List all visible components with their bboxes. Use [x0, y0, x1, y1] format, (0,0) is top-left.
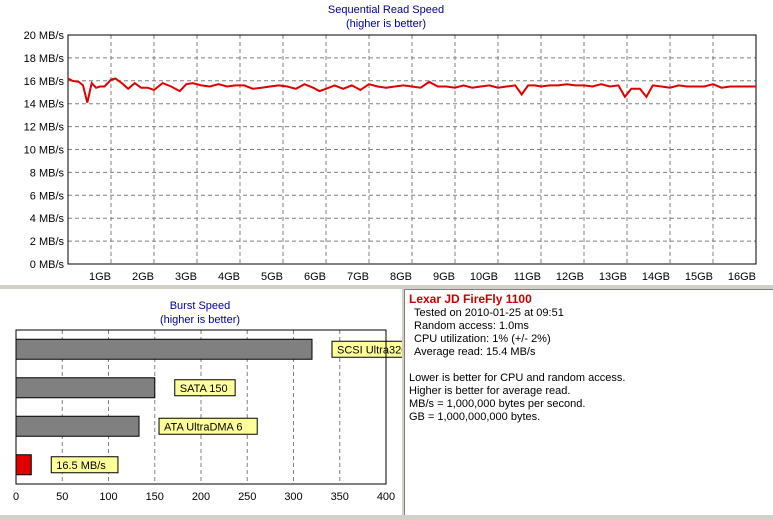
x-tick-label: 6GB [304, 271, 326, 283]
note-line: Lower is better for CPU and random acces… [409, 372, 626, 384]
x-tick-label: 11GB [514, 271, 541, 283]
x-tick-label: 15GB [685, 271, 713, 283]
x-tick-label: 250 [238, 491, 256, 503]
burst-speed-chart: Burst Speed (higher is better) SCSI Ultr… [13, 300, 425, 503]
x-tick-label: 0 [13, 491, 19, 503]
info-panel: Lexar JD FireFly 1100 Tested on 2010-01-… [404, 289, 773, 515]
y-tick-label: 18 MB/s [24, 53, 65, 65]
bar-label: SCSI Ultra320 [337, 344, 402, 356]
y-tick-label: 6 MB/s [30, 190, 65, 202]
x-tick-label: 2GB [132, 271, 154, 283]
y-tick-label: 0 MB/s [30, 259, 65, 271]
bar [15, 454, 32, 476]
bar-label: SATA 150 [180, 383, 228, 395]
bar-label-box [50, 456, 119, 474]
bar-label: ATA UltraDMA 6 [164, 421, 242, 433]
x-tick-label: 300 [284, 491, 302, 503]
x-tick-label: 200 [192, 491, 210, 503]
device-name: Lexar JD FireFly 1100 [409, 292, 532, 306]
x-tick-label: 9GB [433, 271, 455, 283]
x-tick-label: 150 [146, 491, 164, 503]
y-tick-label: 8 MB/s [30, 167, 65, 179]
x-tick-label: 350 [331, 491, 349, 503]
bar-label-box [158, 417, 258, 435]
plot-border [15, 329, 387, 485]
plot-border [67, 34, 757, 265]
sequential-read-panel: Sequential Read Speed (higher is better)… [0, 0, 773, 285]
y-tick-label: 16 MB/s [24, 76, 65, 88]
y-axis-ticks: 0 MB/s 2 MB/s 4 MB/s 6 MB/s 8 MB/s 10 MB/s 12 … [24, 30, 65, 271]
bar-label-box [174, 379, 236, 397]
y-tick-label: 2 MB/s [30, 236, 65, 248]
average-read: Average read: 15.4 MB/s [414, 346, 536, 358]
x-tick-label: 5GB [261, 271, 283, 283]
x-tick-label: 14GB [642, 271, 670, 283]
x-tick-label: 10GB [470, 271, 498, 283]
y-tick-label: 14 MB/s [24, 99, 65, 111]
x-tick-label: 16GB [728, 271, 756, 283]
y-tick-label: 4 MB/s [30, 213, 65, 225]
note-line: MB/s = 1,000,000 bytes per second. [409, 398, 586, 410]
x-tick-label: 50 [56, 491, 68, 503]
note-line: GB = 1,000,000,000 bytes. [409, 411, 541, 423]
note-line: Higher is better for average read. [409, 385, 571, 397]
chart-title: Burst Speed [170, 300, 231, 312]
y-tick-label: 10 MB/s [24, 145, 65, 157]
x-tick-label: 8GB [390, 271, 412, 283]
y-tick-label: 12 MB/s [24, 122, 65, 134]
y-tick-label: 20 MB/s [24, 30, 65, 42]
chart-title: Sequential Read Speed [328, 4, 444, 16]
bar-label: 16.5 MB/s [56, 460, 106, 472]
x-tick-label: 3GB [175, 271, 197, 283]
bar [15, 377, 156, 399]
bars: SCSI Ultra320 SATA 150 ATA UltraDMA 6 16.5 … [15, 338, 425, 476]
bar [15, 415, 140, 437]
chart-subtitle: (higher is better) [346, 18, 426, 30]
chart-subtitle: (higher is better) [160, 314, 240, 326]
sequential-read-chart: Sequential Read Speed (higher is better)… [24, 4, 757, 283]
x-tick-label: 1GB [89, 271, 111, 283]
x-tick-label: 13GB [599, 271, 627, 283]
x-axis-ticks: 1GB 2GB 3GB 4GB 5GB 6GB 7GB 8GB 9GB 10GB 11GB 12GB 1… [89, 271, 756, 283]
x-tick-label: 7GB [347, 271, 369, 283]
grid [68, 35, 756, 264]
x-tick-label: 400 [377, 491, 395, 503]
tested-on: Tested on 2010-01-25 at 09:51 [414, 307, 564, 319]
cpu-utilization: CPU utilization: 1% (+/- 2%) [414, 333, 551, 345]
x-tick-label: 12GB [556, 271, 584, 283]
series-line [67, 77, 756, 103]
x-tick-label: 100 [99, 491, 117, 503]
x-axis-ticks: 0 50 100 150 200 250 300 350 400 [13, 491, 395, 503]
random-access: Random access: 1.0ms [414, 320, 529, 332]
bar [15, 338, 313, 360]
burst-speed-panel: Burst Speed (higher is better) SCSI Ultr… [0, 289, 425, 515]
x-tick-label: 4GB [218, 271, 240, 283]
